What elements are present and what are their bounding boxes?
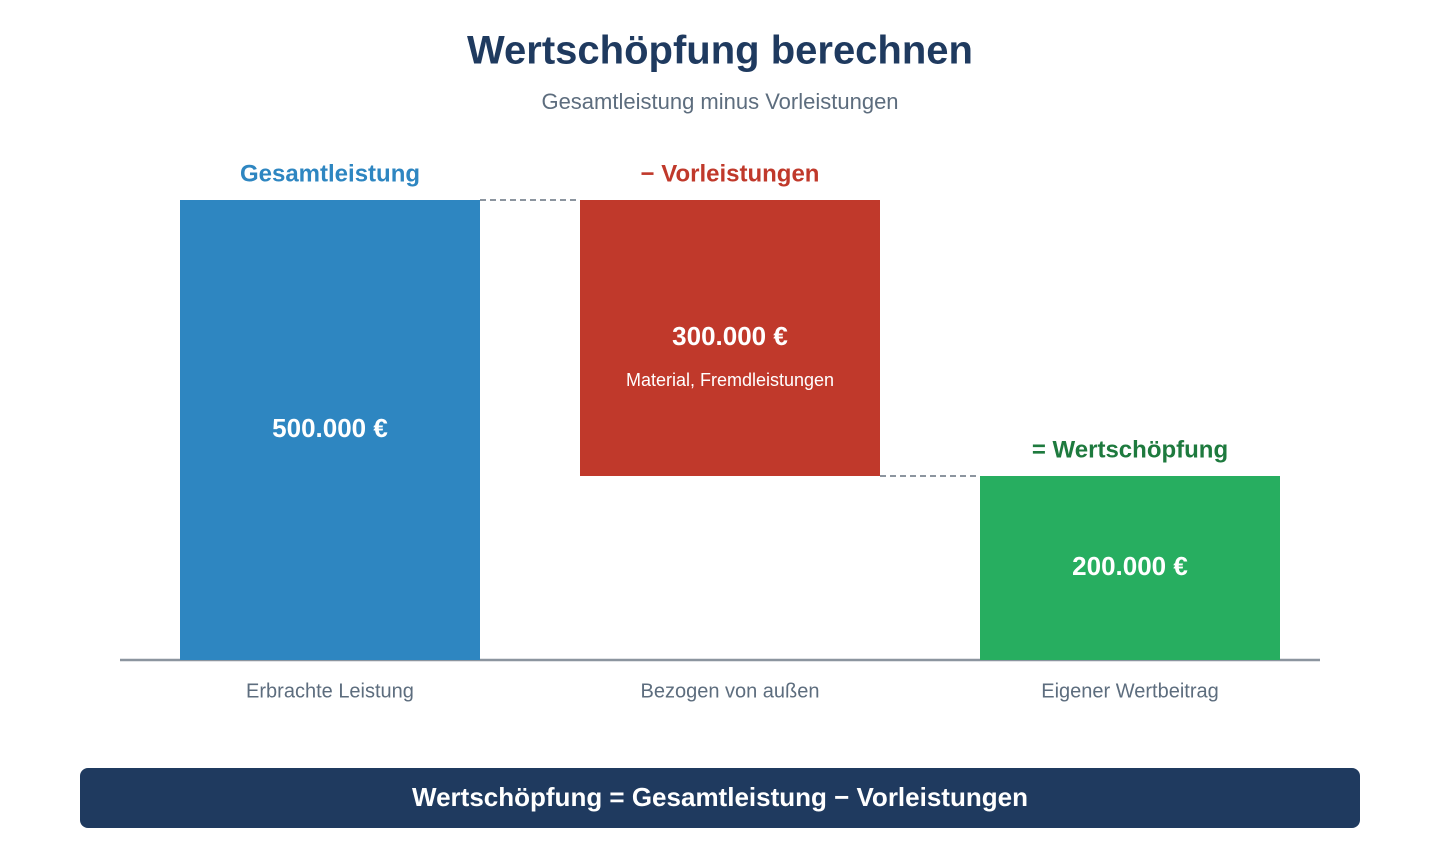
bar — [980, 476, 1280, 660]
chart-subtitle: Gesamtleistung minus Vorleistungen — [541, 89, 898, 114]
bar — [580, 200, 880, 476]
bar-note: Material, Fremdleistungen — [626, 370, 834, 390]
bar — [180, 200, 480, 660]
value-label: 200.000 € — [1072, 551, 1188, 581]
value-label: 300.000 € — [672, 321, 788, 351]
x-tick-label: Eigener Wertbeitrag — [1041, 680, 1219, 702]
bar-header: − Vorleistungen — [641, 160, 820, 187]
formula-banner — [80, 768, 1360, 828]
x-tick-label: Bezogen von außen — [640, 680, 819, 702]
chart-title: Wertschöpfung berechnen — [467, 29, 973, 73]
bar-header: = Wertschöpfung — [1032, 436, 1228, 463]
x-tick-label: Erbrachte Leistung — [246, 680, 414, 702]
bar-header: Gesamtleistung — [240, 160, 420, 187]
formula: Wertschöpfung = Gesamtleistung − Vorleis… — [412, 782, 1028, 812]
value-label: 500.000 € — [272, 413, 388, 443]
